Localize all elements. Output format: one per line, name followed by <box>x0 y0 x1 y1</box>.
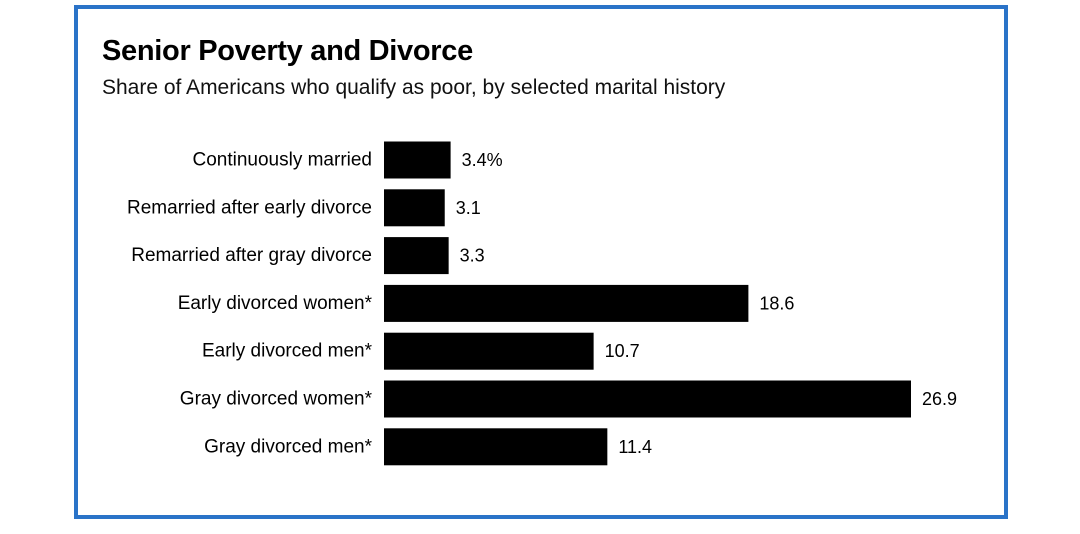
bar <box>384 284 749 322</box>
value-label: 10.7 <box>605 341 640 361</box>
chart-frame: Senior Poverty and Divorce Share of Amer… <box>74 5 1008 519</box>
category-label: Continuously married <box>192 150 372 171</box>
value-label: 18.6 <box>759 293 794 313</box>
value-label: 3.1 <box>456 198 481 218</box>
bar-row-gray-divorced-men: Gray divorced men* 11.4 <box>204 428 652 466</box>
chart-title: Senior Poverty and Divorce <box>102 35 473 67</box>
bar <box>384 428 608 466</box>
bar <box>384 332 594 370</box>
bar <box>384 141 451 179</box>
value-label: 3.4% <box>462 150 503 170</box>
value-label: 3.3 <box>460 246 485 266</box>
bar-row-remarried-after-early-divorce: Remarried after early divorce 3.1 <box>127 189 481 227</box>
bar <box>384 380 911 418</box>
bar-chart: Continuously married 3.4% Remarried after … <box>127 141 957 466</box>
category-label: Gray divorced men* <box>204 436 373 457</box>
value-label: 11.4 <box>618 437 652 457</box>
bar-row-remarried-after-gray-divorce: Remarried after gray divorce 3.3 <box>131 237 485 275</box>
bar-row-early-divorced-men: Early divorced men* 10.7 <box>202 332 640 370</box>
category-label: Early divorced women* <box>178 293 373 314</box>
bar-row-gray-divorced-women: Gray divorced women* 26.9 <box>180 380 957 418</box>
bar <box>384 237 449 275</box>
bar-row-continuously-married: Continuously married 3.4% <box>192 141 503 179</box>
category-label: Remarried after gray divorce <box>131 245 372 266</box>
value-label: 26.9 <box>922 389 957 409</box>
bar <box>384 189 445 227</box>
category-label: Gray divorced women* <box>180 389 373 410</box>
category-label: Remarried after early divorce <box>127 197 372 218</box>
category-label: Early divorced men* <box>202 341 373 362</box>
bar-row-early-divorced-women: Early divorced women* 18.6 <box>178 284 794 322</box>
chart-subtitle: Share of Americans who qualify as poor, … <box>102 76 726 99</box>
